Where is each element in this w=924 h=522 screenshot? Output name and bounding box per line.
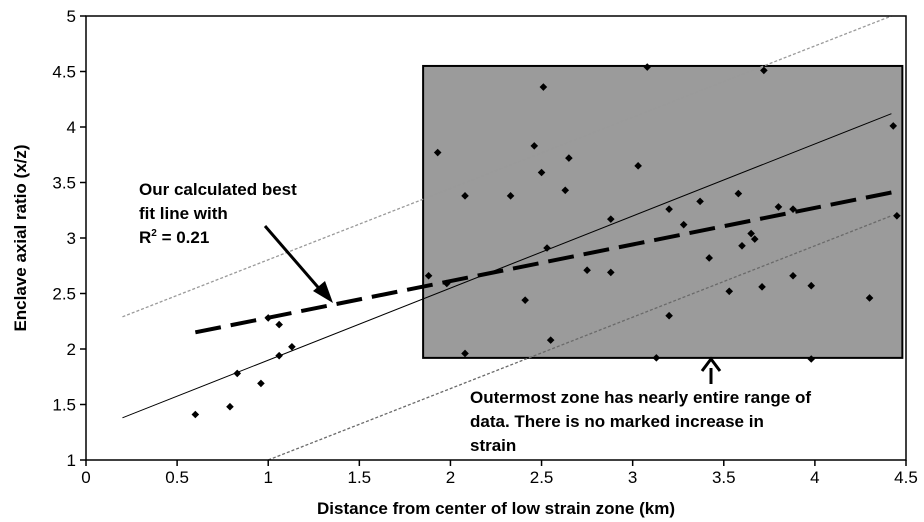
x-tick-label: 4.5 <box>894 468 918 487</box>
data-point <box>865 294 874 302</box>
data-point <box>634 162 642 170</box>
data-point <box>264 314 273 322</box>
y-tick-label: 4 <box>67 118 76 137</box>
y-tick-label: 3 <box>67 229 76 248</box>
zone-arrow <box>700 356 722 384</box>
solid-fit-line <box>122 113 892 419</box>
data-point <box>665 205 673 213</box>
fit-lines-layer <box>122 15 892 461</box>
upper-bound-line <box>122 15 892 318</box>
data-point <box>543 244 551 252</box>
data-point <box>521 296 529 304</box>
data-point <box>191 410 200 419</box>
x-tick-label: 3 <box>628 468 637 487</box>
y-tick-label: 1.5 <box>52 396 76 415</box>
data-point <box>607 215 615 223</box>
data-point <box>789 205 797 213</box>
data-point <box>433 148 442 157</box>
y-tick-label: 4.5 <box>52 63 76 82</box>
data-point <box>275 351 283 360</box>
data-point <box>583 266 591 274</box>
fit-line-arrow <box>263 225 333 303</box>
r2-annotation: R2 = 0.21 <box>139 228 209 247</box>
data-point <box>233 369 242 378</box>
data-point <box>738 241 746 250</box>
y-tick-label: 1 <box>67 451 76 470</box>
x-tick-label: 3.5 <box>712 468 736 487</box>
data-point <box>893 212 901 220</box>
data-point <box>530 142 539 150</box>
data-point <box>758 283 766 291</box>
data-point <box>807 281 816 290</box>
shaded-zone-layer <box>422 64 904 359</box>
data-point <box>734 189 743 198</box>
r2-value: = 0.21 <box>157 228 209 247</box>
r2-prefix: R <box>139 228 151 247</box>
y-tick-label: 5 <box>67 7 76 26</box>
data-point <box>288 342 296 351</box>
data-point <box>750 235 759 243</box>
dashed-best-fit-line <box>194 190 892 335</box>
data-point <box>424 271 433 280</box>
data-point <box>461 349 469 358</box>
data-point <box>607 268 615 277</box>
data-point <box>561 186 570 195</box>
data-point <box>226 402 234 411</box>
data-point <box>665 311 673 320</box>
fit-line-annotation-line-1: Our calculated best <box>139 180 297 199</box>
x-tick-label: 1 <box>263 468 272 487</box>
data-point <box>257 379 265 388</box>
data-point <box>652 354 661 362</box>
x-axis-ticks: 0 0.5 1 1.5 2 2.5 3 3.5 4 4.5 <box>81 460 918 487</box>
data-point <box>565 154 573 162</box>
data-point <box>705 254 713 262</box>
r2-exponent: 2 <box>151 228 157 239</box>
data-points-layer <box>191 63 901 419</box>
y-axis-label: Enclave axial ratio (x/z) <box>11 144 30 331</box>
data-point <box>537 168 546 177</box>
zone-annotation-line-2: data. There is no marked increase in <box>470 412 764 431</box>
x-tick-label: 2.5 <box>530 468 554 487</box>
data-point <box>807 355 816 363</box>
zone-annotation-line-3: strain <box>470 436 516 455</box>
zone-annotation-line-1: Outermost zone has nearly entire range o… <box>470 388 811 407</box>
x-tick-label: 0.5 <box>165 468 189 487</box>
data-point <box>725 287 734 296</box>
x-tick-label: 2 <box>446 468 455 487</box>
data-point <box>275 320 283 329</box>
data-point <box>546 336 555 344</box>
data-point <box>760 66 768 75</box>
x-axis-label: Distance from center of low strain zone … <box>317 499 675 518</box>
x-tick-label: 0 <box>81 468 90 487</box>
fit-line-annotation-line-2: fit line with <box>139 204 228 223</box>
data-point <box>696 197 704 206</box>
data-point <box>774 203 783 211</box>
data-point <box>506 192 515 200</box>
lower-bound-line <box>267 215 892 461</box>
y-tick-label: 2 <box>67 340 76 359</box>
data-point <box>443 279 451 288</box>
data-point <box>461 192 469 200</box>
outer-zone-box <box>422 64 904 359</box>
data-point <box>889 122 898 130</box>
data-point <box>747 229 755 238</box>
y-tick-label: 2.5 <box>52 285 76 304</box>
y-axis-ticks: 1 1.5 2 2.5 3 3.5 4 4.5 5 <box>52 7 86 470</box>
data-point <box>539 83 548 91</box>
y-tick-label: 3.5 <box>52 174 76 193</box>
x-tick-label: 4 <box>810 468 819 487</box>
x-tick-label: 1.5 <box>348 468 372 487</box>
data-point <box>789 271 797 280</box>
data-point <box>643 63 652 71</box>
data-point <box>679 220 688 229</box>
